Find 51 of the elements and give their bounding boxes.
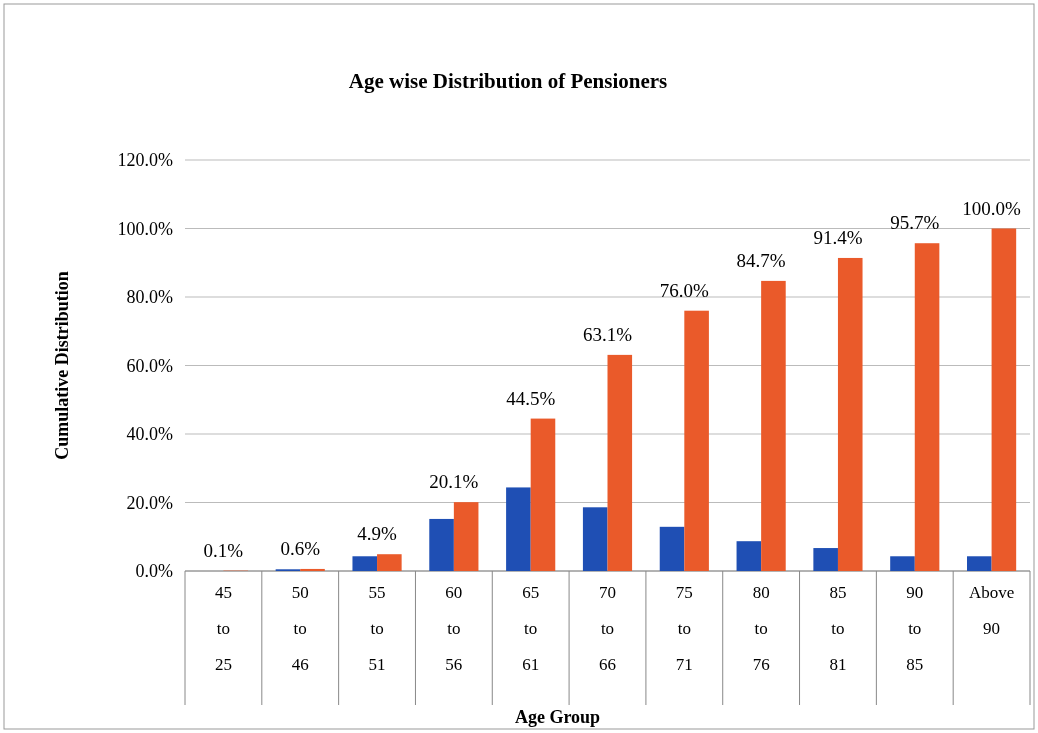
- x-tick-label: 45 to 25: [214, 583, 232, 674]
- bar: [582, 507, 608, 571]
- bar: [377, 554, 402, 571]
- bar: [890, 556, 915, 571]
- bar: [991, 228, 1017, 571]
- y-tick-label: 120.0%: [117, 150, 173, 171]
- chart-title: Age wise Distribution of Pensioners: [348, 69, 668, 93]
- x-tick-label: 55 to 51: [368, 583, 386, 674]
- data-label: 4.9%: [357, 523, 398, 545]
- bar: [453, 502, 479, 571]
- bar: [736, 541, 762, 571]
- data-label: 91.4%: [813, 226, 863, 248]
- data-label: 0.6%: [280, 537, 321, 559]
- y-tick-label: 20.0%: [126, 492, 173, 513]
- data-label: 0.1%: [203, 539, 244, 561]
- data-label: 95.7%: [890, 212, 940, 234]
- data-label: 44.5%: [506, 387, 556, 409]
- y-tick-label: 40.0%: [126, 424, 173, 445]
- bar: [914, 243, 940, 571]
- x-tick-label: 85 to 81: [829, 583, 847, 674]
- data-label: 63.1%: [582, 323, 633, 345]
- bar: [607, 354, 633, 571]
- x-tick-label: 65 to 61: [522, 583, 540, 674]
- bar: [967, 556, 992, 571]
- x-axis-title: Age Group: [514, 707, 601, 727]
- bar: [684, 310, 709, 571]
- x-tick-label: Above 90: [968, 583, 1015, 638]
- y-axis-title: Cumulative Distribution: [52, 271, 72, 460]
- data-label: 76.0%: [659, 279, 710, 301]
- x-tick-label: 50 to 46: [291, 583, 309, 674]
- x-tick-label: 90 to 85: [906, 583, 924, 674]
- bar: [429, 518, 454, 571]
- bar: [352, 556, 378, 571]
- y-tick-label: 100.0%: [117, 218, 173, 239]
- x-tick-label: 75 to 71: [675, 583, 693, 674]
- bar: [837, 257, 863, 571]
- y-tick-label: 0.0%: [135, 561, 173, 582]
- y-tick-label: 60.0%: [126, 355, 173, 376]
- y-tick-label: 80.0%: [126, 287, 173, 308]
- x-tick-label: 80 to 76: [752, 583, 770, 674]
- x-tick-label: 60 to 56: [445, 583, 463, 674]
- bar: [659, 526, 685, 571]
- bar: [813, 548, 838, 571]
- x-tick-label: 70 to 66: [599, 583, 616, 674]
- bar: [530, 418, 556, 571]
- data-label: 20.1%: [429, 471, 479, 493]
- data-label: 84.7%: [736, 249, 786, 271]
- bar: [506, 487, 531, 571]
- data-label: 100.0%: [962, 197, 1022, 219]
- bar: [761, 280, 786, 571]
- bar: [300, 568, 325, 571]
